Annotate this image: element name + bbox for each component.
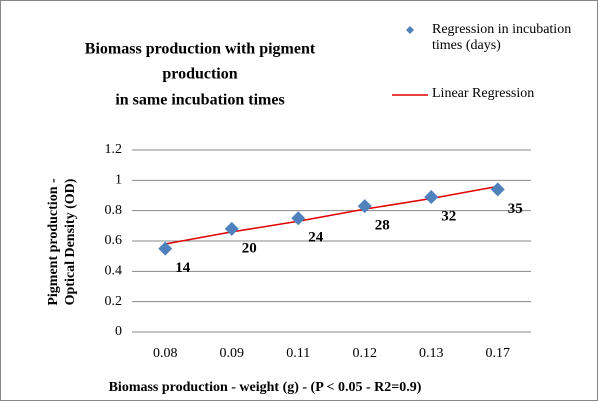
chart-title: in same incubation times	[115, 92, 284, 109]
legend-label: Linear Regression	[432, 86, 535, 101]
y-tick-label: 1	[115, 173, 122, 188]
data-point	[357, 199, 372, 214]
legend-key	[392, 94, 428, 96]
x-axis-label: Biomass production - weight (g) - (P < 0…	[109, 380, 422, 395]
y-axis-label: Optical Density (OD)	[63, 178, 78, 305]
x-tick-label: 0.08	[153, 346, 178, 361]
x-tick-label: 0.12	[353, 346, 378, 361]
regression-line	[165, 185, 498, 245]
legend-entry: Regression in incubation times (days)	[392, 22, 597, 54]
x-tick-label: 0.09	[220, 346, 245, 361]
point-label: 35	[508, 201, 523, 217]
legend-entry: Linear Regression	[392, 86, 597, 102]
data-point	[490, 182, 505, 197]
y-tick-label: 0.4	[105, 264, 123, 279]
y-tick-label: 0	[115, 324, 122, 339]
y-tick-label: 0.8	[105, 203, 123, 218]
data-point	[291, 211, 306, 226]
point-label: 32	[441, 208, 456, 224]
data-point	[224, 221, 239, 236]
x-tick-label: 0.13	[419, 346, 444, 361]
x-tick-label: 0.11	[286, 346, 310, 361]
point-label: 20	[242, 240, 257, 256]
data-point	[424, 190, 439, 205]
y-tick-label: 0.2	[105, 294, 123, 309]
point-label: 14	[175, 260, 191, 276]
legend-label: Regression in incubation times (days)	[432, 22, 572, 53]
y-tick-label: 0.6	[105, 233, 123, 248]
y-tick-label: 1.2	[105, 142, 123, 157]
chart-title: production	[162, 66, 237, 83]
legend-key	[406, 26, 414, 34]
y-axis-label: Pigment production -	[46, 178, 61, 306]
point-label: 28	[375, 218, 390, 234]
point-label: 24	[308, 230, 324, 246]
chart-title: Biomass production with pigment	[85, 41, 316, 58]
legend-symbol	[406, 26, 414, 34]
x-tick-label: 0.17	[486, 346, 511, 361]
data-point	[158, 241, 173, 256]
